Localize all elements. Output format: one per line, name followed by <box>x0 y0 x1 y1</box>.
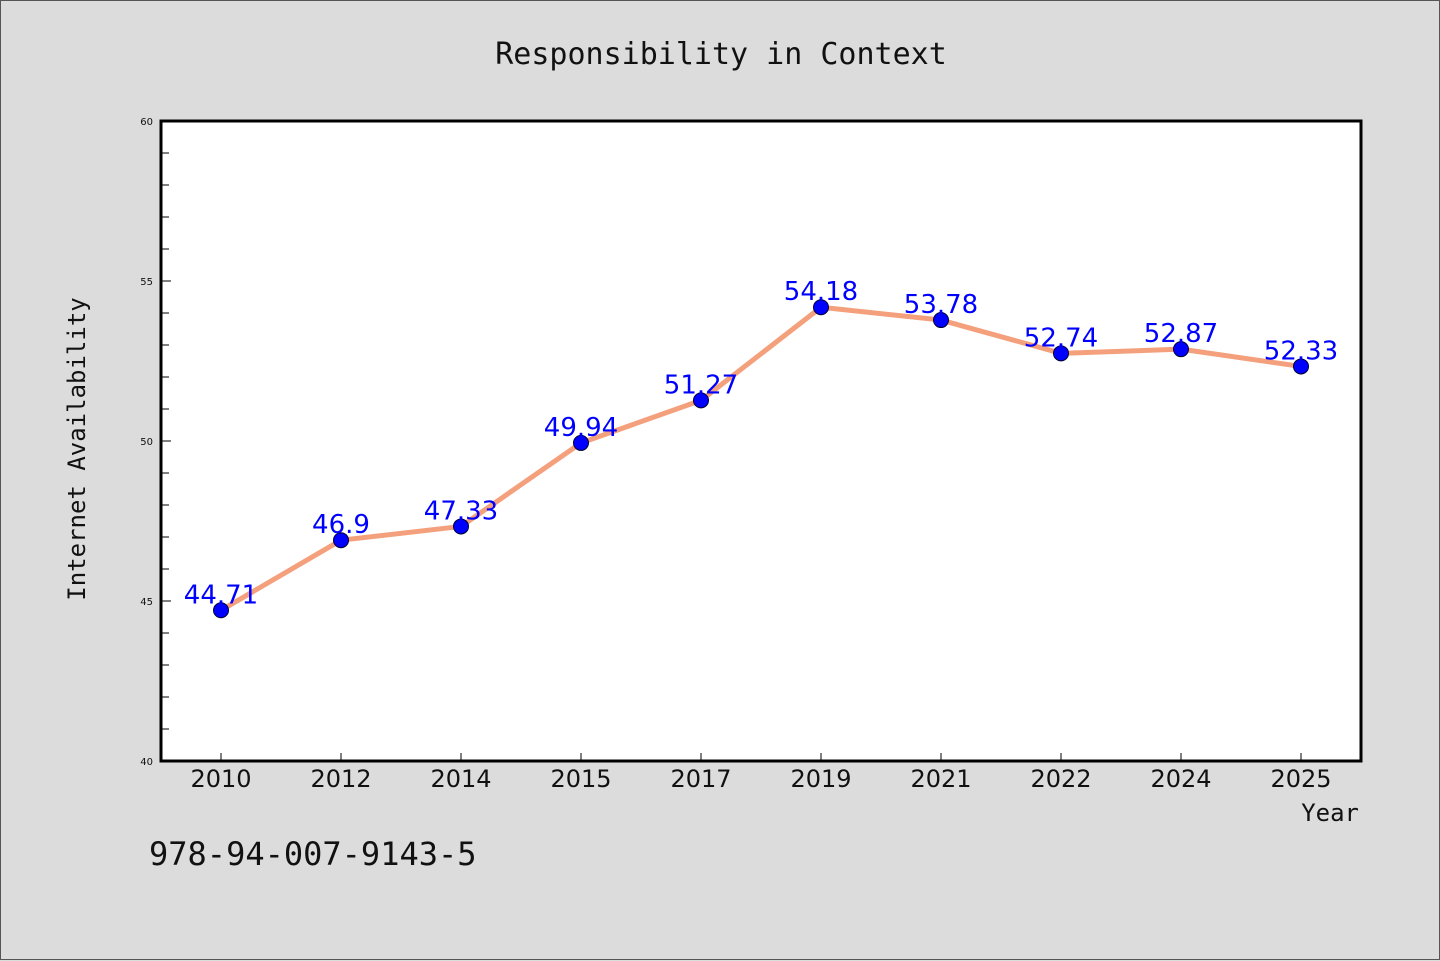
x-tick-label: 2025 <box>1270 765 1331 793</box>
x-axis-label: Year <box>1301 799 1359 827</box>
series-group: 44.71 46.9 47.33 49.94 51.27 54.18 53.78 52.74 5… <box>184 277 1338 619</box>
x-tick-label: 2022 <box>1030 765 1091 793</box>
data-label: 49.94 <box>544 413 618 443</box>
data-point <box>333 532 349 549</box>
data-label: 54.18 <box>784 277 858 307</box>
x-tick-label: 2021 <box>910 765 971 793</box>
y-tick-label: 45 <box>140 597 153 608</box>
data-point <box>1173 341 1189 358</box>
data-point <box>813 299 829 316</box>
data-label: 47.33 <box>424 496 498 526</box>
x-axis: 2010 2012 2014 2015 2017 2019 2021 2022 2024 2025 <box>190 753 1332 793</box>
series-line <box>219 304 1302 613</box>
x-tick-label: 2010 <box>190 765 251 793</box>
plot-area <box>159 119 1363 763</box>
x-tick-label: 2024 <box>1150 765 1211 793</box>
data-label: 51.27 <box>664 370 738 400</box>
x-tick-label: 2012 <box>310 765 371 793</box>
y-axis-label: Internet Availability <box>63 297 91 600</box>
x-tick-label: 2014 <box>430 765 491 793</box>
y-tick-label: 55 <box>140 277 153 288</box>
data-point <box>1053 345 1069 362</box>
y-tick-label: 50 <box>140 437 153 448</box>
chart-title: Responsibility in Context <box>495 37 947 72</box>
y-tick-label: 60 <box>140 117 153 128</box>
data-label: 52.87 <box>1144 319 1218 349</box>
data-point <box>693 392 709 409</box>
x-tick-label: 2019 <box>790 765 851 793</box>
y-tick-label: 40 <box>140 757 153 768</box>
data-point <box>453 518 469 535</box>
data-label: 53.78 <box>904 290 978 320</box>
data-label: 46.9 <box>312 510 370 540</box>
data-point <box>1293 358 1309 375</box>
data-label: 44.71 <box>184 580 258 610</box>
isbn-text: 978-94-007-9143-5 <box>149 835 477 873</box>
y-axis: 40 45 50 55 60 <box>140 117 171 768</box>
data-label: 52.74 <box>1024 323 1098 353</box>
data-point <box>933 312 949 329</box>
x-tick-label: 2015 <box>550 765 611 793</box>
x-tick-label: 2017 <box>670 765 731 793</box>
data-point <box>213 602 229 619</box>
data-point <box>573 434 589 451</box>
data-label: 52.33 <box>1264 336 1338 366</box>
